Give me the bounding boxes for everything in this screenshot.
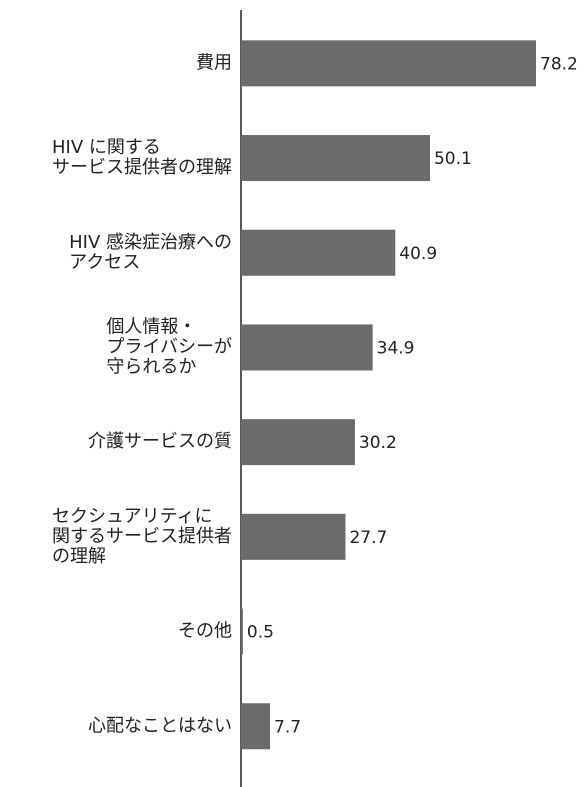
bar bbox=[241, 324, 373, 371]
category-label: プライバシーが bbox=[106, 336, 232, 357]
value-label: 7.7 bbox=[274, 717, 301, 737]
value-label: 27.7 bbox=[349, 528, 387, 548]
category-label: 心配なことはない bbox=[88, 715, 232, 736]
category-label: サービス提供者の理解 bbox=[52, 157, 232, 178]
category-label: セクシュアリティに bbox=[52, 506, 213, 527]
category-label: 守られるか bbox=[106, 356, 196, 377]
value-label: 34.9 bbox=[377, 338, 415, 358]
value-label: 0.5 bbox=[247, 623, 274, 643]
bar bbox=[241, 135, 430, 182]
category-label: の理解 bbox=[52, 546, 106, 567]
value-label: 30.2 bbox=[359, 433, 397, 453]
category-label: アクセス bbox=[69, 252, 140, 273]
bar bbox=[241, 703, 271, 750]
category-label: HIV に関する bbox=[52, 137, 161, 158]
value-label: 50.1 bbox=[434, 149, 472, 169]
category-label: 介護サービスの質 bbox=[88, 431, 232, 452]
category-label: 費用 bbox=[196, 52, 232, 73]
category-label: HIV 感染症治療への bbox=[69, 232, 232, 253]
category-label: その他 bbox=[178, 621, 232, 642]
bar bbox=[241, 229, 396, 276]
category-label: 個人情報・ bbox=[106, 316, 196, 337]
category-label: 関するサービス提供者 bbox=[52, 526, 232, 547]
value-label: 78.2 bbox=[540, 54, 578, 74]
bar bbox=[241, 419, 355, 466]
bar bbox=[241, 608, 243, 655]
bar bbox=[241, 513, 346, 560]
value-label: 40.9 bbox=[399, 244, 437, 264]
bar bbox=[241, 40, 536, 87]
